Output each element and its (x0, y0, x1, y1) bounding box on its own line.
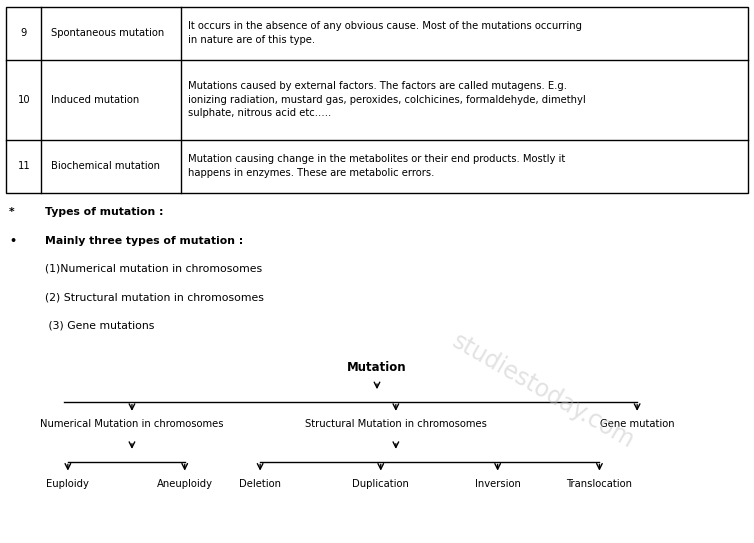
Text: Biochemical mutation: Biochemical mutation (51, 161, 160, 171)
Text: Numerical Mutation in chromosomes: Numerical Mutation in chromosomes (40, 419, 224, 429)
Text: Mutations caused by external factors. The factors are called mutagens. E.g.
ioni: Mutations caused by external factors. Th… (188, 81, 587, 118)
Text: Aneuploidy: Aneuploidy (157, 479, 213, 489)
Text: It occurs in the absence of any obvious cause. Most of the mutations occurring
i: It occurs in the absence of any obvious … (188, 21, 583, 45)
Text: 10: 10 (17, 94, 30, 105)
Text: studiestoday.com: studiestoday.com (447, 329, 639, 453)
Text: Mainly three types of mutation :: Mainly three types of mutation : (45, 236, 244, 245)
Bar (6, 7, 748, 193)
Text: Induced mutation: Induced mutation (51, 94, 139, 105)
Text: Mutation causing change in the metabolites or their end products. Mostly it
happ: Mutation causing change in the metabolit… (188, 154, 566, 178)
Text: Structural Mutation in chromosomes: Structural Mutation in chromosomes (305, 419, 487, 429)
Text: (2) Structural mutation in chromosomes: (2) Structural mutation in chromosomes (45, 292, 264, 302)
Text: Mutation: Mutation (347, 361, 407, 374)
Text: 9: 9 (20, 28, 27, 38)
Text: Translocation: Translocation (566, 479, 633, 489)
Text: Gene mutation: Gene mutation (600, 419, 674, 429)
Text: Types of mutation :: Types of mutation : (45, 207, 164, 217)
Text: Deletion: Deletion (239, 479, 281, 489)
Text: Euploidy: Euploidy (47, 479, 89, 489)
Text: Duplication: Duplication (352, 479, 409, 489)
Text: (1)Numerical mutation in chromosomes: (1)Numerical mutation in chromosomes (45, 264, 262, 274)
Text: Spontaneous mutation: Spontaneous mutation (51, 28, 164, 38)
Text: (3) Gene mutations: (3) Gene mutations (45, 320, 155, 330)
Text: 11: 11 (17, 161, 30, 171)
Text: *: * (9, 207, 14, 217)
Text: Inversion: Inversion (475, 479, 520, 489)
Text: •: • (9, 236, 16, 245)
